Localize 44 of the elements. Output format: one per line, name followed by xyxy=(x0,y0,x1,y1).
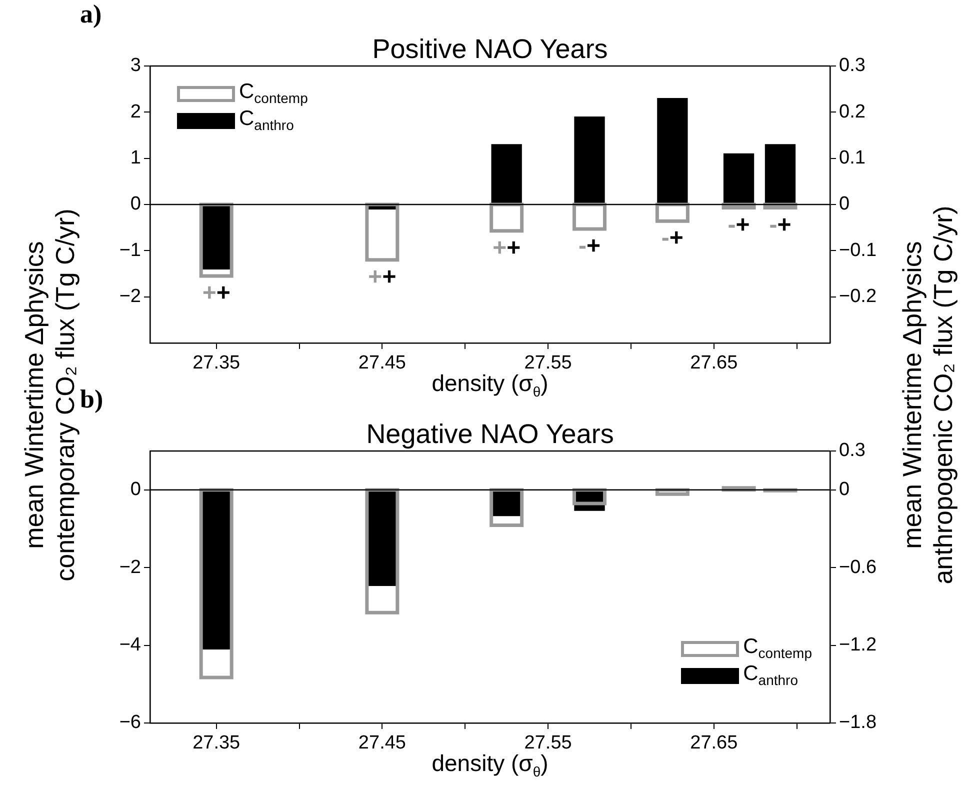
chart-title: Negative NAO Years xyxy=(366,418,614,449)
y-tick-label: −2 xyxy=(119,286,141,308)
legend-label: C$_{anthro}$ xyxy=(743,662,798,689)
annotation: ++ xyxy=(368,264,396,291)
y2-tick-label: 0.3 xyxy=(839,55,866,76)
y2-tick-label: −1.2 xyxy=(839,634,877,656)
y-tick-label: 0 xyxy=(130,194,141,215)
x-tick-label: 27.35 xyxy=(192,732,240,754)
y2-tick-label: 0.3 xyxy=(839,440,866,462)
legend-label: C$_{anthro}$ xyxy=(239,107,294,134)
annotation: -+ xyxy=(728,211,750,238)
legend-label: C$_{contemp}$ xyxy=(239,80,308,107)
annotation: ++ xyxy=(202,280,230,307)
y-tick-label: −2 xyxy=(119,556,141,578)
y-tick-label: −4 xyxy=(119,634,142,656)
y2-tick-label: −0.2 xyxy=(839,286,877,308)
annotation: -+ xyxy=(578,232,601,260)
x-tick-label: 27.35 xyxy=(192,352,240,374)
x-tick-label: 27.45 xyxy=(358,732,406,754)
y-axis-title: mean Wintertime Δphysics contemporary CO₂ flux (Tg C/yr) xyxy=(19,208,80,582)
y2-tick-label: 0 xyxy=(839,479,850,500)
y2-tick-label: −1.8 xyxy=(839,712,877,734)
y-tick-label: 1 xyxy=(130,148,141,169)
text: b) xyxy=(80,384,104,414)
y-tick-label: −6 xyxy=(119,712,141,734)
annotation: ++ xyxy=(492,234,521,262)
annotation: -+ xyxy=(769,211,792,238)
x-tick-label: 27.65 xyxy=(690,732,738,754)
y2-tick-label: 0.2 xyxy=(839,101,866,122)
y-tick-label: 2 xyxy=(130,101,141,122)
x-tick-label: 27.65 xyxy=(690,352,738,374)
text: a) xyxy=(80,0,102,29)
x-tick-label: 27.45 xyxy=(358,352,406,374)
legend-label: C$_{contemp}$ xyxy=(743,635,812,662)
y-tick-label: −1 xyxy=(119,240,141,261)
y-tick-label: 3 xyxy=(130,55,141,76)
annotation: -+ xyxy=(661,224,684,252)
y-tick-label: 0 xyxy=(130,479,141,500)
y2-tick-label: 0.1 xyxy=(839,148,866,169)
y2-axis-title: mean Wintertime Δphysics anthropogenic CO₂ flux (Tg C/yr) xyxy=(897,206,959,584)
y2-tick-label: −0.6 xyxy=(839,556,877,578)
y2-tick-label: −0.1 xyxy=(839,240,877,261)
chart-title: Positive NAO Years xyxy=(372,34,608,64)
y2-tick-label: 0 xyxy=(839,194,850,215)
